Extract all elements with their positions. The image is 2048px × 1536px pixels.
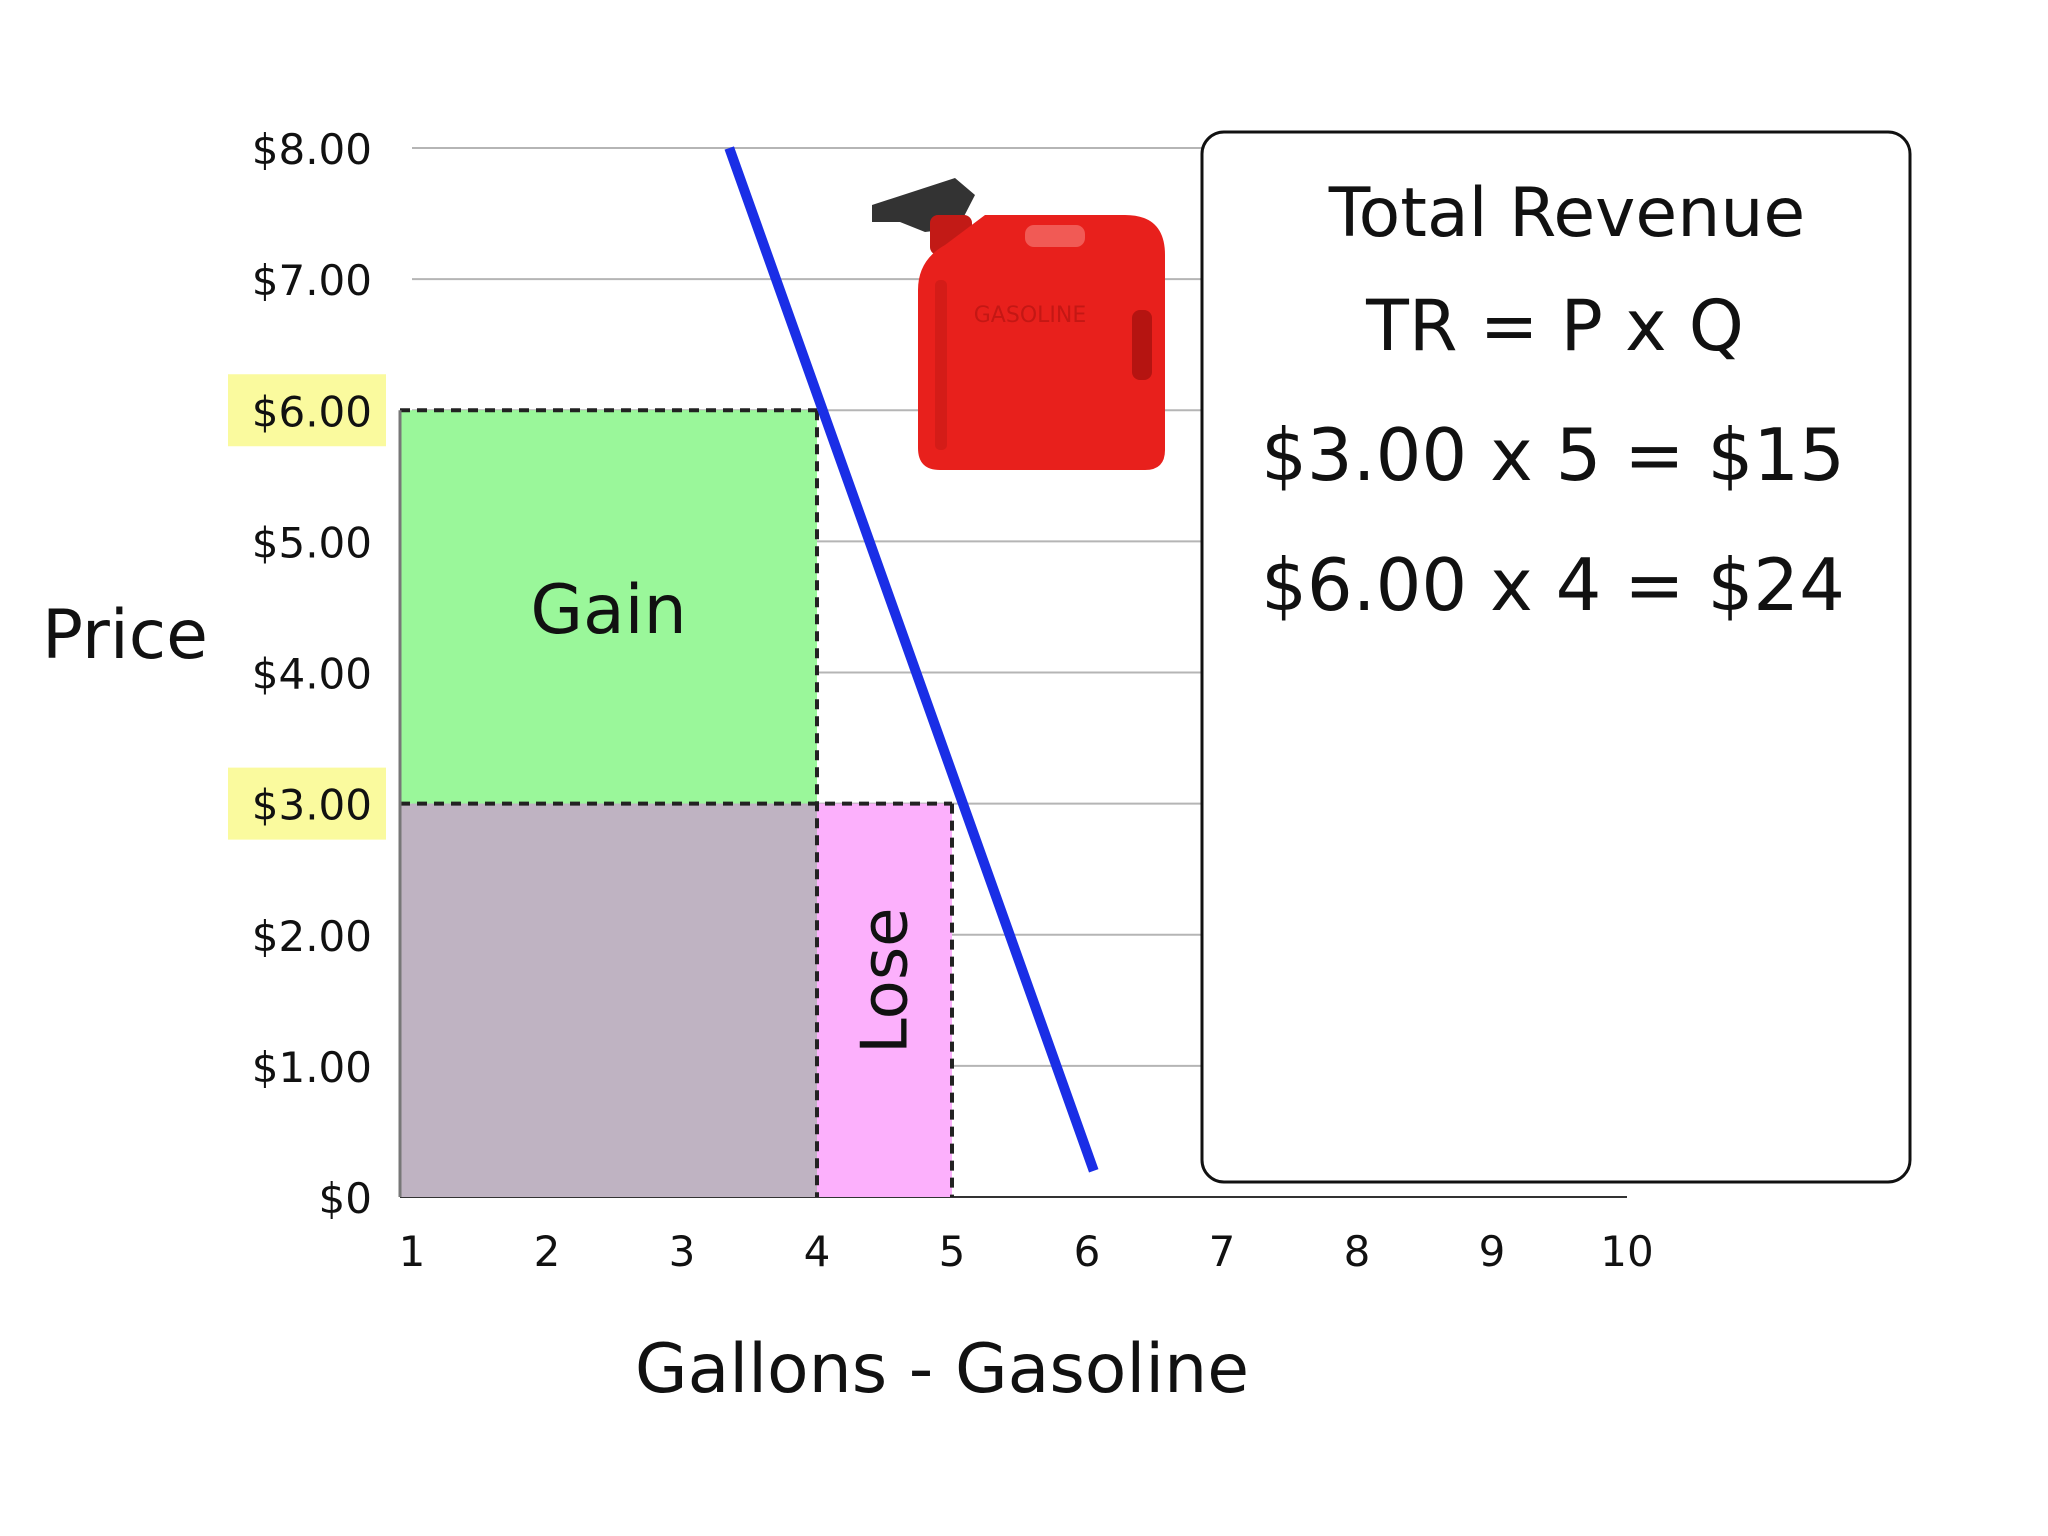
xtick-label-3: 4 [804, 1227, 831, 1276]
guide-lines [398, 408, 954, 1197]
x-axis-ticks: 1 2 3 4 5 6 7 8 9 10 [399, 1227, 1654, 1276]
revenue-regions: Gain Lose [400, 410, 952, 1197]
y-axis-ticks: $0 $1.00 $2.00 $3.00 $4.00 $5.00 $6.00 $7.00 $8.… [252, 125, 372, 1223]
ytick-label-0: $0 [319, 1174, 372, 1223]
region-label-gain: Gain [530, 571, 686, 650]
region-label-lose: Lose [849, 907, 923, 1053]
xtick-label-1: 2 [534, 1227, 561, 1276]
xtick-label-5: 6 [1074, 1227, 1101, 1276]
ytick-label-7: $7.00 [252, 256, 372, 305]
ytick-highlight-3 [228, 767, 386, 840]
ytick-label-1: $1.00 [252, 1043, 372, 1092]
xtick-label-2: 3 [669, 1227, 696, 1276]
ytick-label-5: $5.00 [252, 518, 372, 567]
ytick-highlights [228, 374, 386, 840]
ytick-highlight-6 [228, 374, 386, 447]
info-line-1: $3.00 x 5 = $15 [1261, 413, 1845, 497]
x-axis-label: Gallons - Gasoline [635, 1330, 1249, 1409]
xtick-label-0: 1 [399, 1227, 426, 1276]
xtick-label-9: 10 [1600, 1227, 1653, 1276]
xtick-label-7: 8 [1344, 1227, 1371, 1276]
ytick-label-8: $8.00 [252, 125, 372, 174]
ytick-label-4: $4.00 [252, 650, 372, 699]
region-lose [817, 803, 952, 1197]
y-axis-label: Price [42, 596, 208, 675]
plot-area: Gain Lose $0 $1.00 $2.00 $3.00 $4.00 $5.00 $6.0… [228, 125, 1654, 1276]
total-revenue-box: Total Revenue TR = P x Q $3.00 x 5 = $15… [1200, 130, 1912, 1184]
info-line-2: $6.00 x 4 = $24 [1261, 543, 1845, 627]
xtick-label-6: 7 [1209, 1227, 1236, 1276]
region-gain [400, 410, 817, 804]
info-title: Total Revenue [1328, 174, 1806, 253]
demand-line-0 [724, 146, 1099, 1173]
info-formula: TR = P x Q [1365, 285, 1744, 367]
region-kept [400, 803, 817, 1197]
ytick-label-6: $6.00 [252, 387, 372, 436]
ytick-label-3: $3.00 [252, 781, 372, 830]
ytick-label-2: $2.00 [252, 912, 372, 961]
gas-can-icon: GASOLINE [872, 178, 1165, 470]
xtick-label-8: 9 [1479, 1227, 1506, 1276]
xtick-label-4: 5 [939, 1227, 966, 1276]
demand-series [724, 146, 1099, 1173]
gas-can-label: GASOLINE [974, 303, 1086, 328]
